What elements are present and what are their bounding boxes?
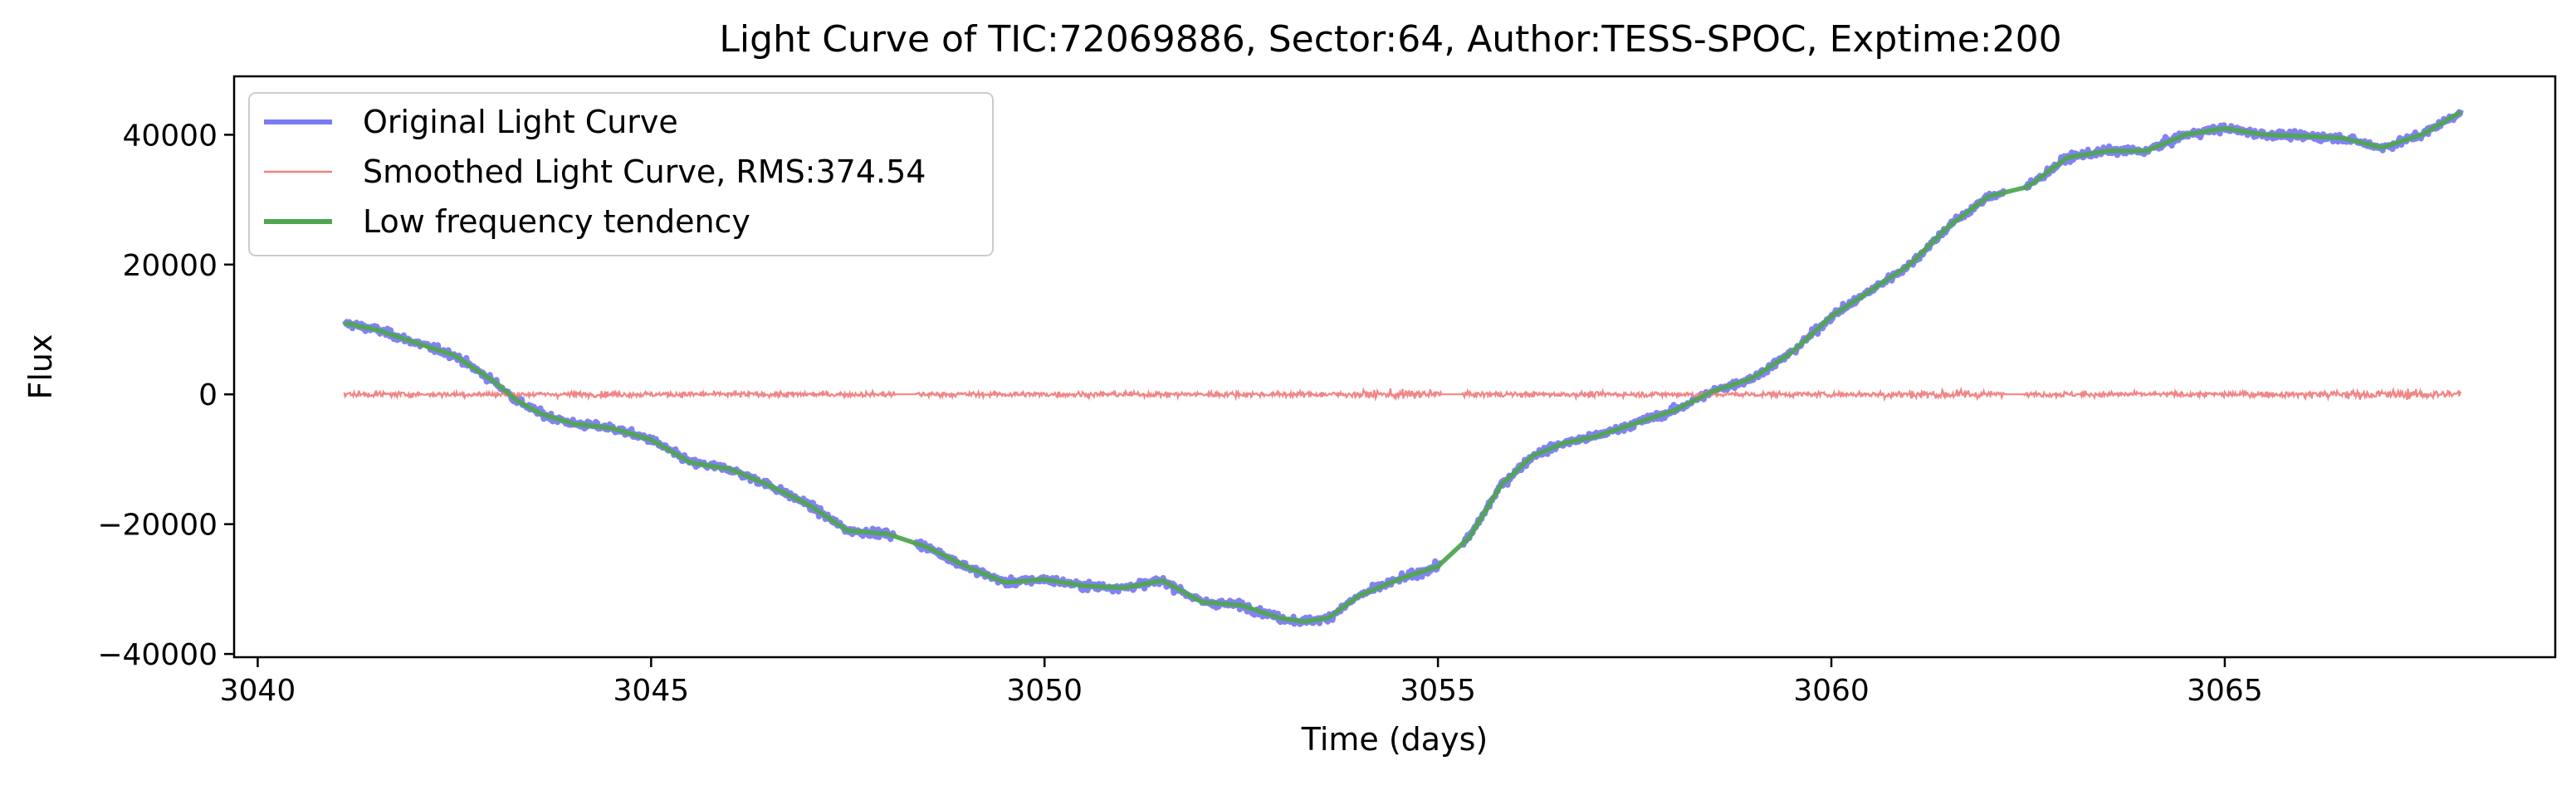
y-tick-label: 0 bbox=[198, 378, 218, 412]
x-tick-label: 3060 bbox=[1793, 674, 1870, 708]
x-tick-label: 3065 bbox=[2187, 674, 2263, 708]
x-axis-ticks: 3040 3045 3050 3055 3060 3065 bbox=[220, 657, 2263, 708]
y-axis-label: Flux bbox=[22, 334, 59, 400]
y-axis-ticks: −40000 −20000 0 20000 40000 bbox=[97, 119, 234, 672]
chart-legend: Original Light Curve Smoothed Light Curv… bbox=[248, 92, 994, 256]
x-tick-label: 3055 bbox=[1400, 674, 1476, 708]
smoothed-light-curve-line bbox=[343, 386, 2462, 402]
y-tick-label: −20000 bbox=[97, 509, 218, 543]
x-tick-label: 3045 bbox=[613, 674, 690, 708]
y-tick-label: −40000 bbox=[97, 638, 218, 672]
y-tick-label: 40000 bbox=[122, 119, 218, 153]
x-tick-label: 3050 bbox=[1006, 674, 1083, 708]
x-axis-label: Time (days) bbox=[1301, 721, 1488, 758]
x-tick-label: 3040 bbox=[220, 674, 296, 708]
y-tick-label: 20000 bbox=[122, 249, 218, 283]
low-frequency-tendency-line bbox=[344, 110, 2462, 624]
plot-series-group bbox=[342, 109, 2464, 627]
legend-box bbox=[248, 92, 994, 256]
legend-label-tendency: Low frequency tendency bbox=[363, 203, 750, 240]
plot-area-frame bbox=[232, 75, 2557, 659]
legend-label-smoothed: Smoothed Light Curve, RMS:374.54 bbox=[363, 154, 926, 190]
legend-label-original: Original Light Curve bbox=[363, 104, 678, 140]
chart-title: Light Curve of TIC:72069886, Sector:64, … bbox=[719, 18, 2061, 61]
